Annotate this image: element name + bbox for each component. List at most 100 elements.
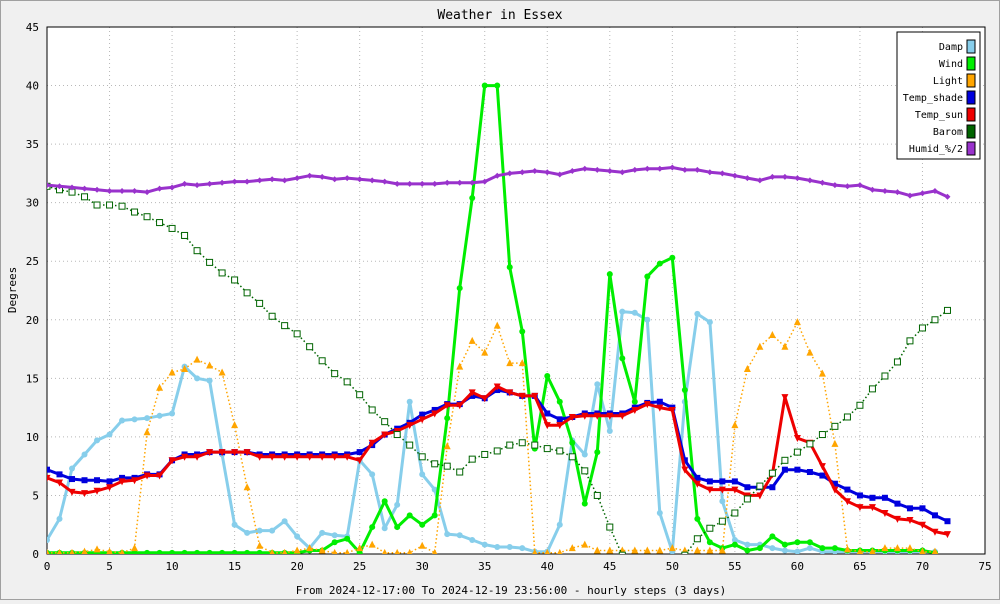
data-point (431, 460, 439, 468)
data-point (94, 477, 101, 484)
data-point (718, 517, 726, 525)
data-point (893, 358, 901, 366)
data-point (331, 539, 338, 546)
data-point (144, 549, 151, 554)
data-point (718, 486, 726, 494)
data-point (506, 359, 514, 367)
data-point (144, 415, 151, 422)
data-point (794, 539, 801, 546)
data-point (143, 213, 151, 221)
data-point (931, 187, 938, 194)
data-point (781, 342, 789, 350)
data-point (906, 337, 914, 345)
data-point (294, 175, 301, 182)
data-point (706, 524, 714, 532)
data-point (719, 498, 726, 505)
data-point (881, 544, 889, 552)
data-point (382, 548, 388, 554)
data-point (756, 177, 763, 184)
y-tick-label: 40 (26, 80, 39, 93)
data-point (544, 169, 551, 176)
data-point (819, 472, 826, 479)
data-point (456, 362, 464, 370)
data-point (706, 478, 713, 485)
data-point (669, 164, 676, 171)
y-tick-label: 15 (26, 372, 39, 385)
legend-label-damp: Damp (939, 42, 963, 53)
data-point (143, 472, 151, 480)
data-point (431, 406, 438, 413)
data-point (493, 383, 501, 391)
data-point (406, 398, 413, 405)
data-point (681, 551, 689, 554)
data-point (681, 466, 689, 474)
data-point (343, 453, 351, 461)
data-point (406, 180, 413, 187)
legend-label-wind: Wind (939, 59, 963, 70)
data-point (481, 395, 489, 403)
data-point (494, 172, 501, 179)
data-point (256, 527, 263, 534)
data-point (906, 192, 913, 199)
data-point (618, 551, 626, 554)
data-point (656, 546, 664, 554)
data-point (318, 357, 326, 365)
data-point (493, 447, 501, 455)
series-barom (47, 182, 951, 554)
y-tick-label: 0 (32, 548, 39, 561)
data-point (556, 521, 563, 528)
data-point (68, 488, 76, 496)
x-tick-label: 75 (978, 560, 991, 573)
data-point (806, 539, 813, 546)
data-point (56, 515, 63, 522)
data-point (481, 178, 488, 185)
data-point (769, 533, 776, 540)
data-point (918, 521, 926, 529)
data-point (694, 515, 701, 522)
data-point (93, 487, 101, 495)
data-point (493, 321, 501, 329)
data-point (193, 453, 201, 461)
data-point (931, 316, 939, 324)
data-point (181, 180, 188, 187)
legend-swatch-temp-shade (966, 90, 976, 105)
x-tick-label: 55 (728, 560, 741, 573)
data-point (818, 431, 826, 439)
data-point (843, 498, 851, 506)
data-point (393, 431, 401, 439)
data-point (756, 342, 764, 350)
data-point (669, 254, 676, 261)
data-point (369, 177, 376, 184)
data-point (206, 361, 214, 369)
data-point (331, 176, 338, 183)
data-point (706, 319, 713, 326)
data-point (456, 285, 463, 292)
data-point (656, 165, 663, 172)
data-point (394, 501, 401, 508)
data-point (744, 541, 751, 548)
data-point (243, 449, 251, 457)
data-point (631, 166, 638, 173)
data-point (69, 476, 76, 483)
data-point (719, 478, 726, 485)
data-point (831, 182, 838, 189)
data-point (56, 183, 63, 190)
data-point (794, 548, 801, 554)
data-point (406, 441, 414, 449)
data-point (319, 173, 326, 180)
data-point (706, 546, 714, 554)
legend-swatch-wind (966, 56, 976, 71)
data-point (206, 449, 214, 457)
data-point (431, 410, 439, 418)
data-point (94, 437, 101, 444)
data-point (156, 412, 163, 419)
x-tick-label: 30 (416, 560, 429, 573)
data-point (269, 176, 276, 183)
data-point (694, 166, 701, 173)
data-point (106, 484, 114, 492)
data-point (831, 422, 839, 430)
data-point (456, 468, 464, 476)
data-point (893, 544, 901, 552)
data-point (56, 479, 64, 487)
